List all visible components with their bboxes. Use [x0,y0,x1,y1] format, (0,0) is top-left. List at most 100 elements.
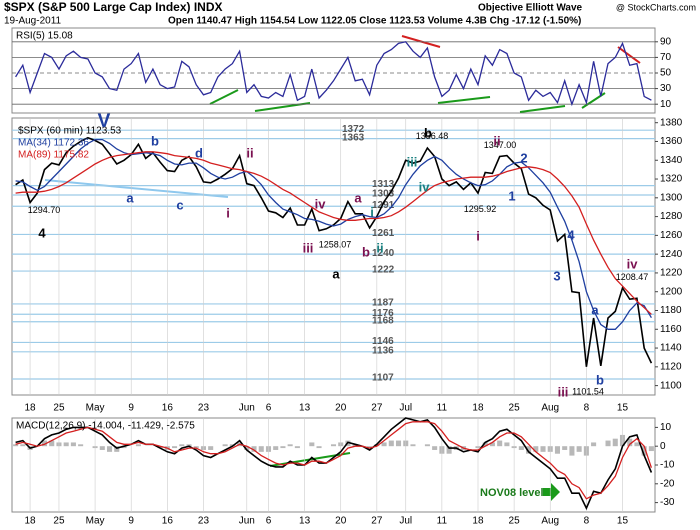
x-tick-label: 11 [437,516,448,527]
histogram-bar [489,442,495,447]
wave-label: ii [376,240,383,255]
x-tick-label: 18 [24,516,36,527]
x-tick-label: 23 [198,403,210,414]
x-tick-label: 20 [335,403,347,414]
level-label: 1313 [372,179,395,190]
y-tick-label: 1340 [660,155,683,166]
x-tick-label: 18 [472,516,484,527]
level-label: 1372 [342,124,365,135]
legend-entry: $SPX (60 min) 1123.53 [18,126,122,137]
histogram-bar [627,438,633,447]
wave-label: 2 [520,150,527,165]
level-label: 1303 [372,189,395,200]
x-tick-label: 8 [584,403,590,414]
histogram-bar [20,444,26,447]
x-tick-label: 25 [53,403,65,414]
x-tick-label: 13 [299,403,311,414]
histogram-bar [186,444,192,447]
trend-line [617,46,641,64]
y-tick-label: 1280 [660,211,683,222]
histogram-bar [648,446,654,452]
wave-label: iii [558,384,569,399]
x-tick-label: 9 [128,403,134,414]
wave-label: iii [407,154,418,169]
histogram-bar [287,444,293,447]
x-tick-label: 16 [162,516,174,527]
y-tick-label: 1120 [660,361,682,372]
y-tick-label: 10 [660,99,672,110]
x-tick-label: 9 [128,516,134,527]
series-line [15,417,653,511]
wave-label: a [126,190,134,205]
wave-label: iv [315,196,327,211]
histogram-bar [533,446,539,452]
wave-label: b [424,125,432,140]
histogram-bar [634,442,640,447]
source: @ StockCharts.com [616,2,696,12]
wave-label: V [98,111,111,132]
histogram-bar [222,444,228,447]
y-tick-label: 0 [660,441,666,452]
x-tick-label: 25 [509,516,521,527]
wave-label: a [591,302,599,317]
histogram-bar [526,446,532,454]
y-tick-label: 90 [660,36,672,47]
x-tick-label: Jul [399,403,412,414]
histogram-bar [381,442,387,447]
x-tick-label: 18 [24,403,36,414]
y-tick-label: -20 [660,478,675,489]
wave-label: a [332,266,340,281]
histogram-bar [193,446,199,449]
histogram-bar [569,446,575,456]
trend-line [519,105,566,113]
x-tick-label: 15 [617,516,629,527]
quote: Open 1140.47 High 1154.54 Low 1122.05 Cl… [168,16,581,27]
panel-title: RSI(5) 15.08 [16,31,73,42]
wave-label: ii [246,145,253,160]
wave-label: 4 [567,227,575,242]
x-tick-label: 20 [335,516,347,527]
x-tick-label: 18 [472,403,484,414]
wave-label: b [596,372,604,387]
annotation: NOV08 level [480,487,544,499]
histogram-bar [518,446,524,450]
level-label: 1136 [372,345,394,356]
histogram-bar [179,444,185,447]
histogram-bar [497,440,503,447]
histogram-bar [251,446,257,452]
wave-label: 4 [38,225,46,240]
level-label: 1187 [372,298,394,309]
x-tick-label: 8 [584,516,590,527]
brand: Objective Elliott Wave [478,3,583,14]
arrow [543,483,560,501]
histogram-bar [367,446,373,449]
x-tick-label: 25 [509,403,521,414]
y-tick-label: 1320 [660,174,683,185]
histogram-bar [576,446,582,452]
histogram-bar [605,440,611,447]
price-label: 1356.48 [416,131,449,141]
histogram-bar [641,446,647,456]
x-tick-label: Aug [541,403,559,414]
histogram-bar [107,446,113,452]
y-tick-label: 1160 [660,324,682,335]
histogram-bar [294,446,300,449]
x-tick-label: May [86,403,105,414]
histogram-bar [591,442,597,447]
histogram-bar [482,442,488,447]
series-line [15,151,652,315]
level-label: 1107 [372,373,394,384]
histogram-bar [49,440,55,447]
histogram-bar [540,446,546,452]
x-tick-label: Jul [399,516,412,527]
level-label: 1222 [372,265,395,276]
legend-entry: MA(34) 1172.36 [18,138,89,149]
histogram-bar [135,444,141,447]
histogram-bar [172,446,178,449]
y-tick-label: 1260 [660,230,683,241]
wave-label: b [362,244,370,259]
y-tick-label: 1240 [660,249,683,260]
histogram-bar [41,440,48,447]
y-tick-label: -30 [660,497,675,508]
